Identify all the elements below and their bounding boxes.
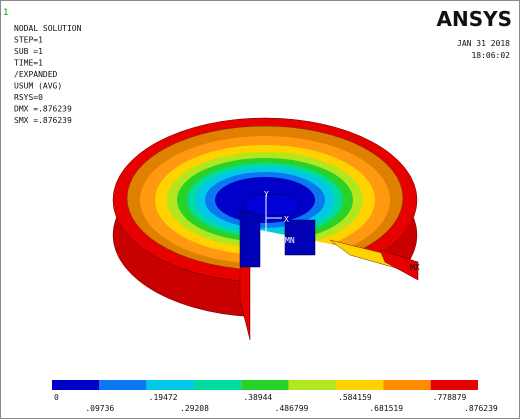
legend-label: .876239 [464,404,498,413]
legend-swatch [241,380,288,390]
info-line: SUB =1 [14,47,43,56]
info-line: DMX =.876239 [14,105,72,114]
info-line: NODAL SOLUTION [14,24,82,33]
legend-label: 0 [54,393,59,402]
legend-label: .19472 [149,393,178,402]
info-line: USUM (AVG) [14,82,62,91]
legend-label: .681519 [369,404,403,413]
legend-label: .38944 [243,393,272,402]
legend-swatch [52,380,99,390]
date: JAN 31 2018 [457,39,510,48]
window-number: 1 [3,8,8,18]
min-label: MN [285,236,295,245]
legend-swatch [147,380,194,390]
ansys-window: 1 NODAL SOLUTION STEP=1 SUB =1 TIME=1/EXPAN… [0,0,520,419]
legend-label: .29208 [180,404,209,413]
info-line: TIME=1 [14,59,43,68]
y-axis-label: Y [264,190,269,199]
legend-label: .584159 [338,393,372,402]
legend-swatch [336,380,383,390]
info-line: STEP=1 [14,36,43,45]
x-axis-label: X [284,215,289,224]
legend-label: .09736 [85,404,114,413]
time: 18:06:02 [471,51,510,60]
legend-swatch [289,380,336,390]
legend-label: .778879 [433,393,467,402]
legend-swatch [431,380,478,390]
legend-swatch [383,380,430,390]
info-line: /EXPANDED [14,70,58,79]
legend-label: .486799 [275,404,309,413]
logo: ANSYS [436,7,512,31]
info-line: SMX =.876239 [14,116,72,125]
legend-swatch [99,380,146,390]
info-line: RSYS=0 [14,93,43,102]
max-label: MX [410,263,420,272]
legend-swatch [194,380,241,390]
